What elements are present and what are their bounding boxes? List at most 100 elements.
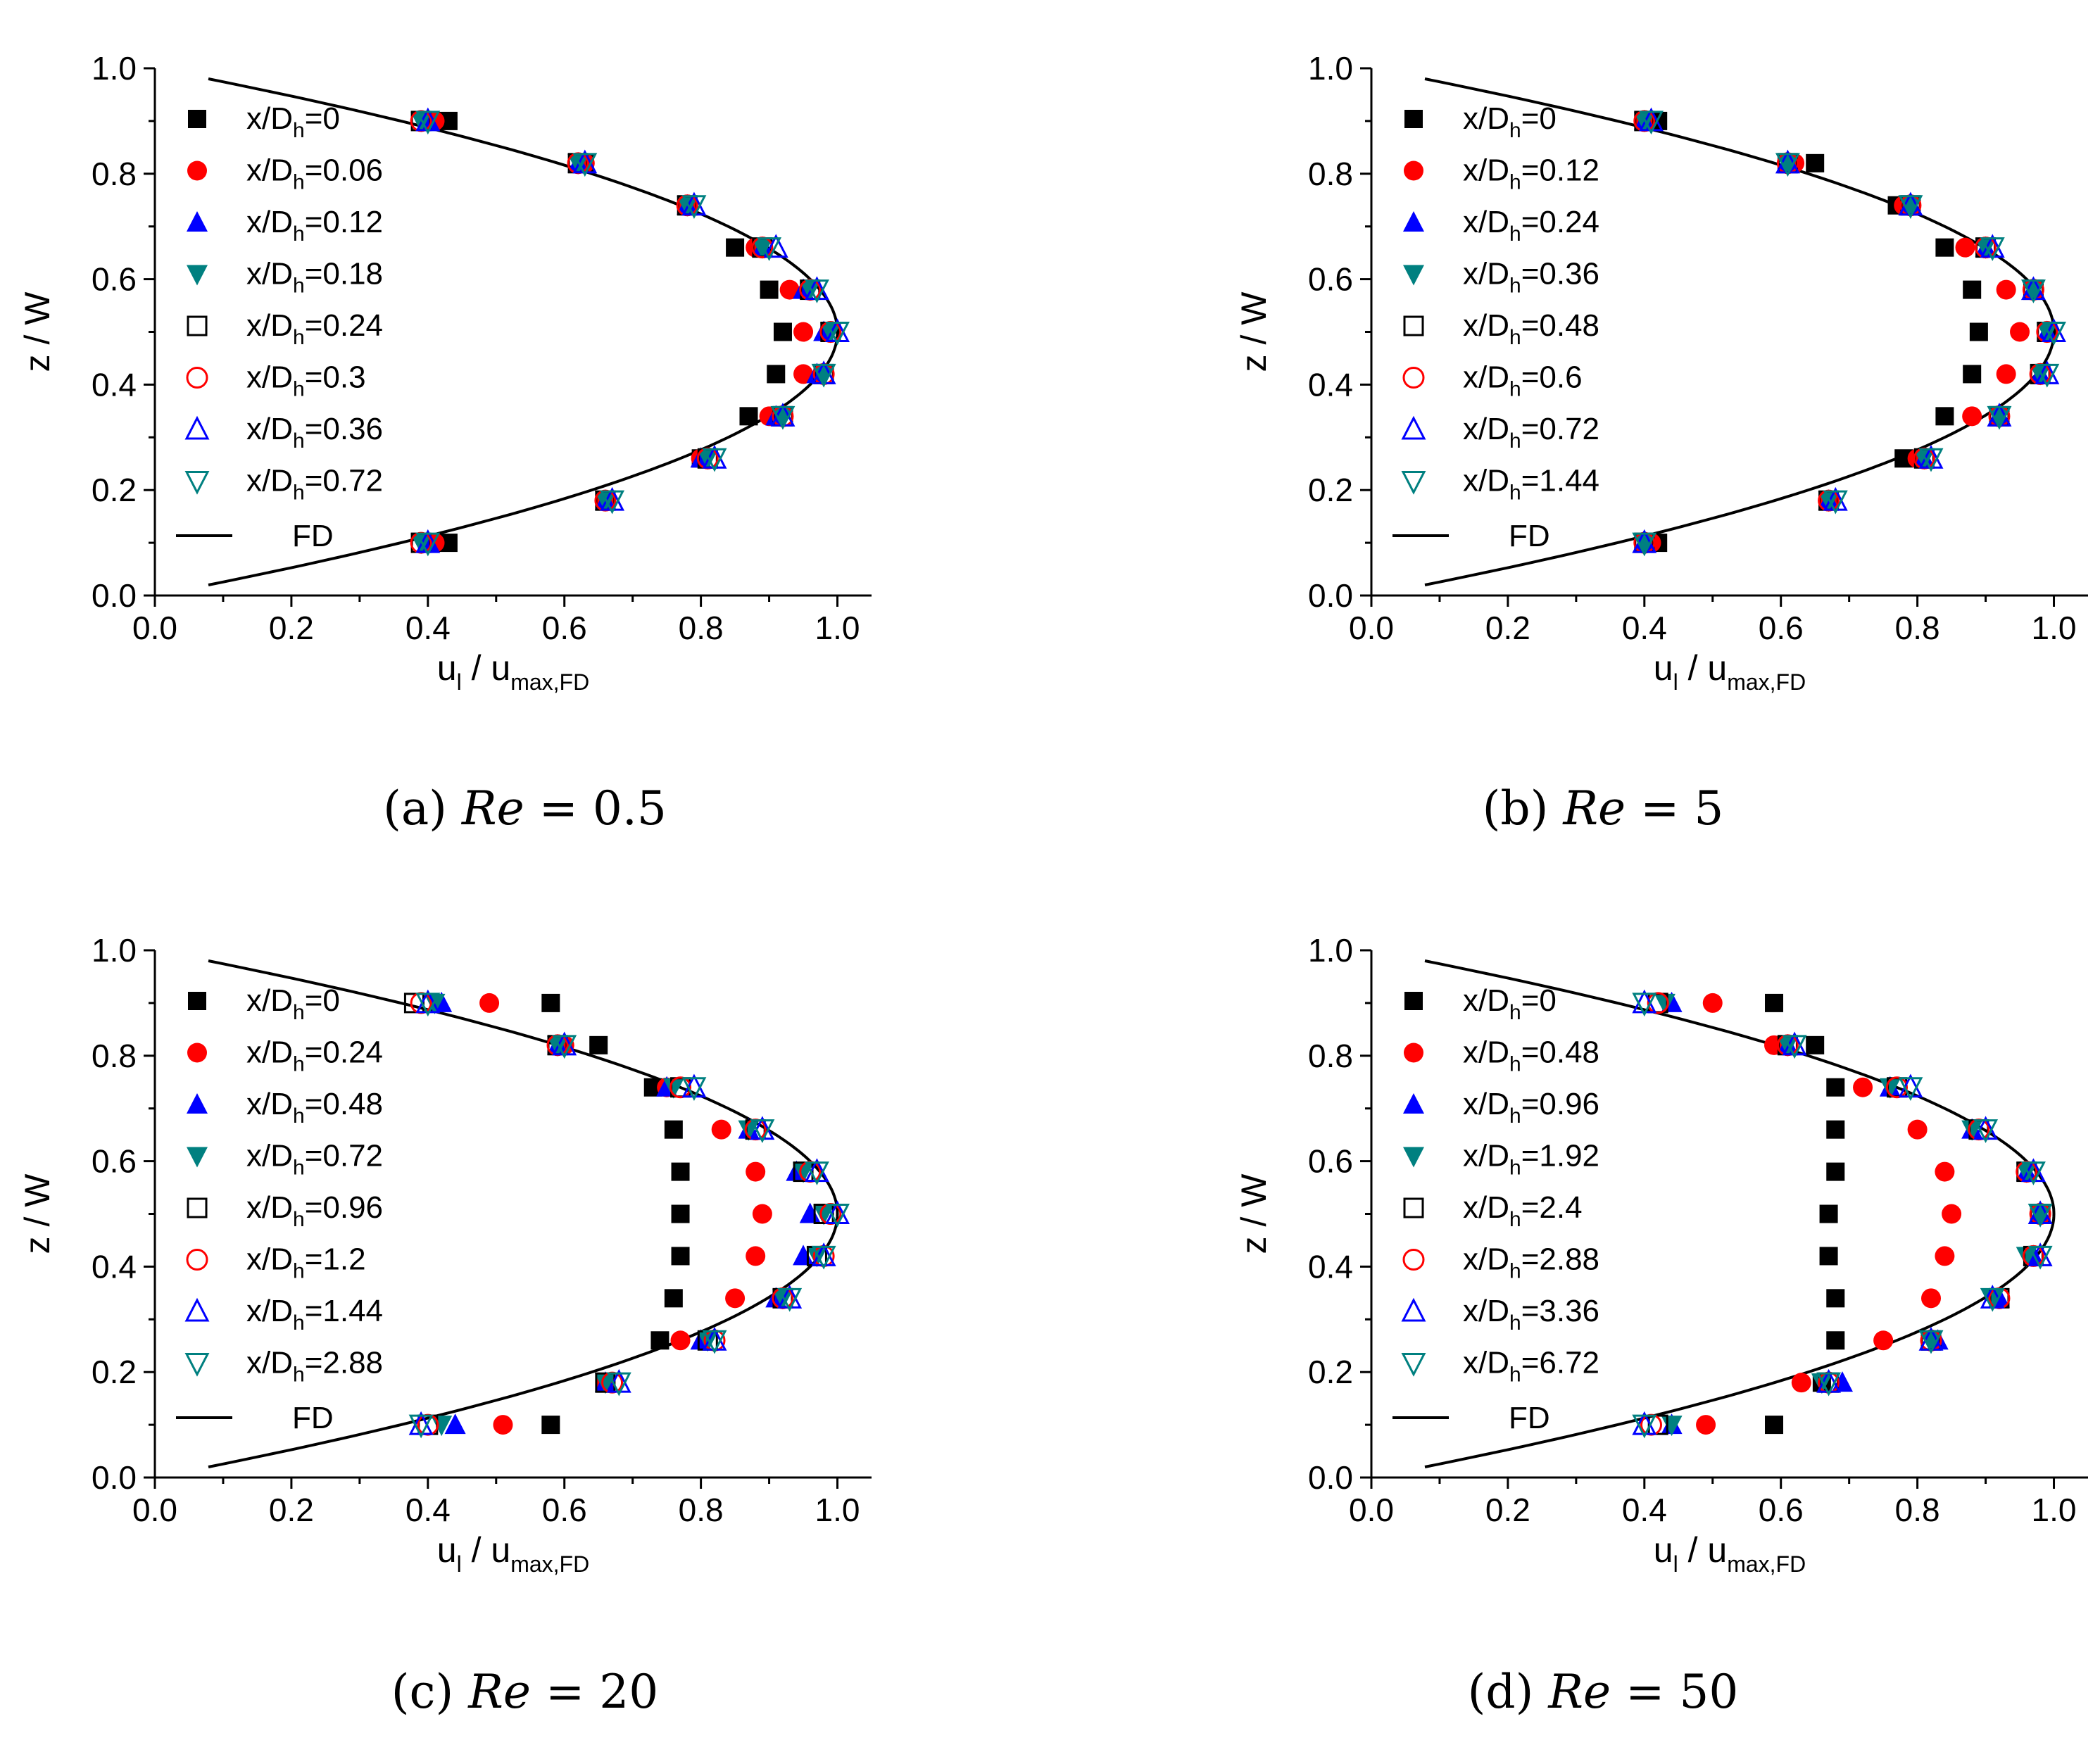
legend-marker <box>1404 992 1423 1010</box>
legend-label: x/Dh=0.48 <box>246 1087 383 1128</box>
data-point <box>1987 405 2012 430</box>
data-point <box>1963 365 1982 384</box>
data-point <box>415 111 441 135</box>
data-point <box>1969 322 1988 341</box>
legend-marker <box>184 471 210 495</box>
legend-fd-label: FD <box>292 519 334 553</box>
legend-label: x/Dh=0.72 <box>246 1139 383 1180</box>
data-point <box>1996 364 2016 384</box>
data-point <box>811 1245 836 1270</box>
caption-a-prefix: (a) <box>383 781 462 836</box>
data-point <box>1647 1414 1668 1435</box>
legend-marker <box>187 1197 208 1218</box>
data-point <box>702 448 727 472</box>
caption-c-prefix: (c) <box>391 1665 469 1719</box>
y-tick-label: 0.0 <box>1308 577 1353 614</box>
legend-marker <box>184 415 210 440</box>
series-0.06 <box>425 111 814 553</box>
data-point <box>1918 1330 1944 1354</box>
x-tick-label: 0.8 <box>1895 610 1940 646</box>
legend-label: x/Dh=0.24 <box>246 1035 383 1076</box>
legend-label: x/Dh=0.12 <box>1463 153 1599 194</box>
data-point <box>595 1372 616 1393</box>
y-tick-label: 0.6 <box>92 1143 137 1180</box>
data-point <box>772 407 793 428</box>
data-point <box>1696 1415 1716 1435</box>
legend-marker <box>1402 367 1425 389</box>
legend-marker <box>187 160 207 181</box>
data-point <box>804 279 829 303</box>
data-point <box>2035 363 2060 388</box>
data-point <box>1988 407 2010 428</box>
x-tick-label: 0.0 <box>1349 610 1394 646</box>
legend-marker <box>1402 1249 1425 1271</box>
series-0.96 <box>1661 991 2051 1435</box>
caption-b-prefix: (b) <box>1482 781 1564 836</box>
caption-b-suffix: = 5 <box>1626 781 1724 836</box>
data-point <box>1806 1035 1825 1054</box>
data-point <box>1942 1204 1962 1224</box>
data-point <box>1962 406 1982 427</box>
series-2.88 <box>408 993 850 1439</box>
data-point <box>2027 1245 2053 1270</box>
series-2.88 <box>1640 992 2051 1436</box>
y-tick-label: 0.8 <box>1308 156 1353 192</box>
data-point <box>671 1204 690 1223</box>
fd-curve <box>208 77 839 586</box>
data-point <box>757 237 782 261</box>
data-point <box>1632 1414 1657 1439</box>
data-point <box>739 407 758 426</box>
data-point <box>763 234 788 258</box>
x-tick-label: 0.6 <box>1759 610 1804 646</box>
legend-marker <box>187 315 208 336</box>
series-1.2 <box>410 992 842 1436</box>
data-point <box>1791 1373 1811 1393</box>
data-point <box>2020 1161 2046 1185</box>
legend-marker <box>1401 471 1426 495</box>
data-point <box>479 993 500 1013</box>
data-point <box>415 532 441 557</box>
legend-marker <box>186 367 208 389</box>
caption-c-re: Re <box>468 1665 531 1719</box>
legend-marker <box>184 1353 210 1377</box>
legend-label: x/Dh=3.36 <box>1463 1294 1599 1335</box>
data-point <box>767 365 786 384</box>
data-point <box>1816 1372 1842 1397</box>
data-point <box>1898 195 1923 220</box>
data-point <box>2010 322 2030 342</box>
data-point <box>1826 1078 1845 1097</box>
caption-a-suffix: = 0.5 <box>524 781 667 836</box>
data-point <box>1980 1287 2005 1312</box>
data-point <box>493 1415 513 1435</box>
data-point <box>825 322 850 346</box>
data-point <box>811 363 836 388</box>
data-point <box>1935 407 1954 426</box>
caption-d: (d) Re = 50 <box>1216 1665 1990 1719</box>
data-point <box>752 1204 772 1224</box>
legend-label: x/Dh=1.2 <box>246 1242 366 1283</box>
legend-label: x/Dh=1.44 <box>1463 464 1599 505</box>
legend-fd-label: FD <box>1509 519 1550 553</box>
series-0.24 <box>1633 109 2058 553</box>
legend-label: x/Dh=0.6 <box>1463 360 1583 401</box>
x-tick-label: 0.2 <box>1485 1492 1530 1528</box>
x-tick-label: 0.2 <box>269 610 314 646</box>
chart-panel-d: 0.0 0.2 0.4 0.6 0.8 1.0 0.0 0.2 0.4 0.6 0.8 1.0 z / … <box>1234 932 2088 1577</box>
data-point <box>2042 322 2066 346</box>
data-point <box>1819 1204 1838 1223</box>
data-point <box>1647 992 1669 1014</box>
x-axis-label: ul / umax,FD <box>1654 1530 1806 1577</box>
legend-label: x/Dh=0.96 <box>246 1190 383 1231</box>
data-point <box>681 195 707 220</box>
caption-d-suffix: = 50 <box>1611 1665 1739 1719</box>
data-point <box>804 1161 829 1185</box>
y-tick-label: 0.2 <box>92 1354 137 1390</box>
data-point <box>813 365 835 386</box>
chart-panel-b: 0.0 0.2 0.4 0.6 0.8 1.0 0.0 0.2 0.4 0.6 0.8 1.0 z / … <box>1234 50 2088 695</box>
x-tick-label: 0.4 <box>405 1492 451 1528</box>
legend-marker <box>1403 1197 1424 1218</box>
series-0.72 <box>424 993 835 1437</box>
legend-marker <box>1403 1093 1424 1114</box>
series-6.72 <box>1632 993 2053 1439</box>
data-point <box>793 322 814 342</box>
